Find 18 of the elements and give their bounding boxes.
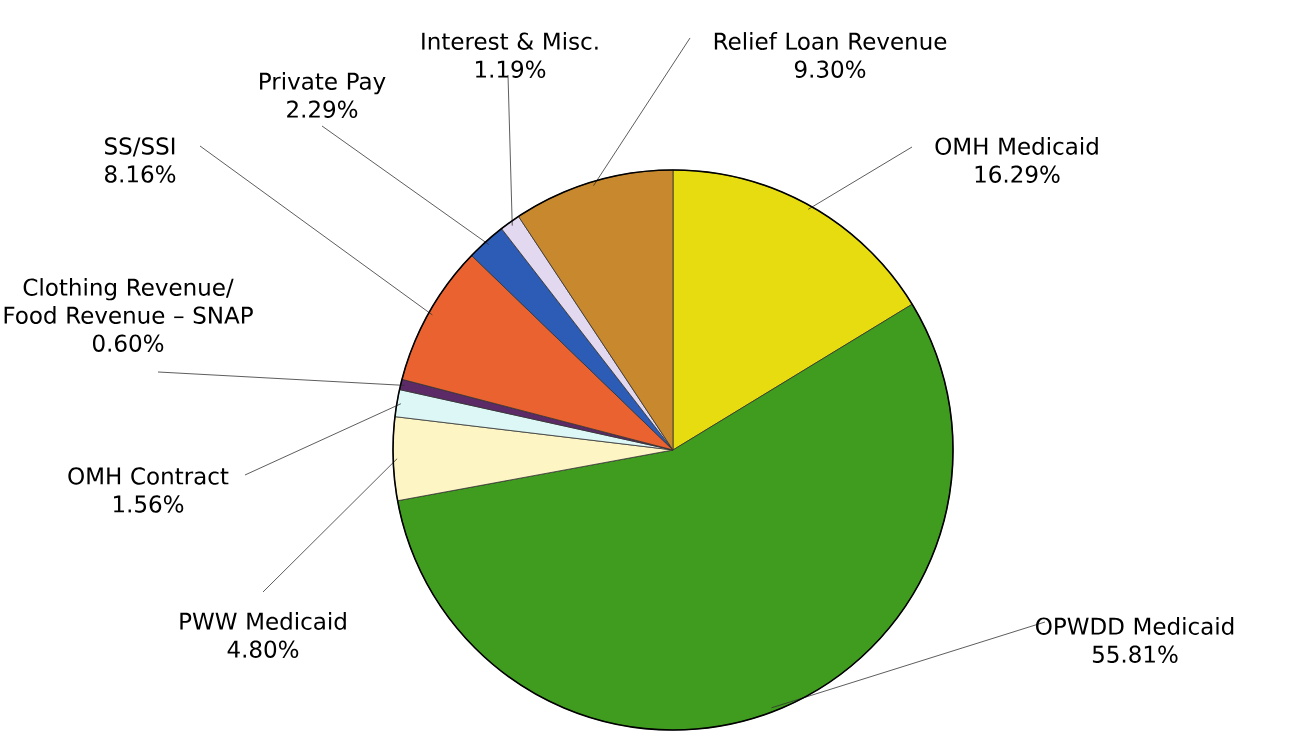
slice-label: Interest & Misc.	[422, 32, 598, 50]
data-label: 8.16%	[105, 165, 176, 183]
slice-label: OPWDD Medicaid	[1036, 617, 1234, 635]
data-label: 55.81%	[1092, 645, 1178, 663]
data-label: 2.29%	[287, 100, 358, 118]
slice-label: PWW Medicaid	[180, 612, 346, 630]
slice-label: SS/SSI	[105, 137, 175, 157]
slice-label: OMH Medicaid	[935, 137, 1098, 155]
data-label: 4.80%	[227, 640, 299, 658]
slice-label: OMH Contract	[68, 467, 229, 485]
slice-label: Private Pay	[260, 72, 386, 95]
data-label: 1.19%	[476, 60, 546, 78]
data-label: 16.29%	[975, 165, 1060, 183]
data-label: 1.56%	[113, 495, 184, 513]
data-label: 0.60%	[92, 334, 164, 352]
slice-label: Clothing Revenue/ Food Revenue – SNAP	[4, 278, 253, 324]
data-label: 9.30%	[794, 60, 866, 78]
slice-label: Relief Loan Revenue	[714, 32, 947, 50]
